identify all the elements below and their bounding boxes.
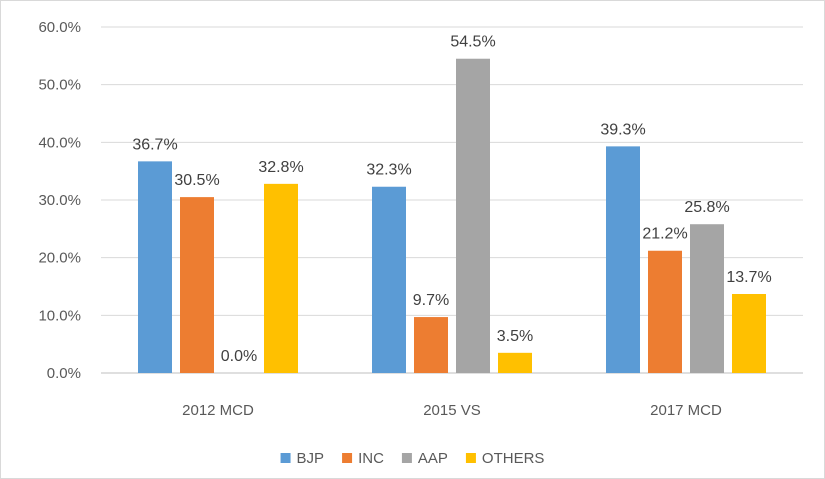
- bar-aap-3: [690, 224, 724, 373]
- data-label-others-2: 3.5%: [497, 328, 533, 345]
- data-label-others-1: 32.8%: [258, 159, 303, 176]
- data-label-aap-1: 0.0%: [221, 348, 257, 365]
- bars: [138, 58, 766, 373]
- y-tick-label: 40.0%: [38, 134, 81, 151]
- y-tick-label: 30.0%: [38, 192, 81, 209]
- y-axis-tick-labels: 0.0% 10.0% 20.0% 30.0% 40.0% 50.0% 60.0%: [38, 19, 81, 382]
- data-label-aap-2: 54.5%: [450, 34, 495, 51]
- bar-inc-2: [414, 317, 448, 373]
- legend-label-bjp: BJP: [297, 450, 325, 467]
- legend-swatch-aap: [401, 453, 412, 463]
- bar-aap-2: [456, 58, 490, 373]
- y-tick-label: 10.0%: [38, 307, 81, 324]
- bar-others-2: [498, 352, 532, 373]
- x-axis-tick-labels: 2012 MCD 2015 VS 2017 MCD: [182, 402, 722, 419]
- bar-others-1: [264, 183, 298, 373]
- legend-label-aap: AAP: [418, 450, 448, 467]
- bar-bjp-2: [372, 186, 406, 373]
- legend-swatch-bjp: [280, 453, 291, 463]
- legend-label-others: OTHERS: [482, 450, 545, 467]
- legend-swatch-others: [465, 453, 476, 463]
- data-label-bjp-2: 32.3%: [366, 162, 411, 179]
- bar-inc-3: [648, 250, 682, 373]
- data-label-inc-1: 30.5%: [174, 172, 219, 189]
- bar-bjp-1: [138, 161, 172, 373]
- y-tick-label: 60.0%: [38, 19, 81, 36]
- data-label-aap-3: 25.8%: [684, 199, 729, 216]
- legend-swatch-inc: [342, 453, 353, 463]
- data-label-bjp-1: 36.7%: [132, 136, 177, 153]
- data-labels: 36.7% 30.5% 0.0% 32.8% 32.3% 9.7% 54.5% 3.5% 39.…: [132, 34, 771, 365]
- legend: BJP INC AAP OTHERS: [280, 450, 545, 467]
- y-tick-label: 0.0%: [47, 365, 81, 382]
- y-tick-label: 50.0%: [38, 77, 81, 94]
- x-tick-label: 2012 MCD: [182, 402, 254, 419]
- gridlines: [101, 26, 803, 374]
- y-tick-label: 20.0%: [38, 250, 81, 267]
- x-tick-label: 2017 MCD: [650, 402, 722, 419]
- bar-bjp-3: [606, 146, 640, 373]
- data-label-inc-2: 9.7%: [413, 292, 449, 309]
- bar-others-3: [732, 293, 766, 373]
- data-label-inc-3: 21.2%: [642, 226, 687, 243]
- bar-inc-1: [180, 197, 214, 373]
- data-label-others-3: 13.7%: [726, 269, 771, 286]
- legend-label-inc: INC: [358, 450, 384, 467]
- data-label-bjp-3: 39.3%: [600, 121, 645, 138]
- x-tick-label: 2015 VS: [423, 402, 481, 419]
